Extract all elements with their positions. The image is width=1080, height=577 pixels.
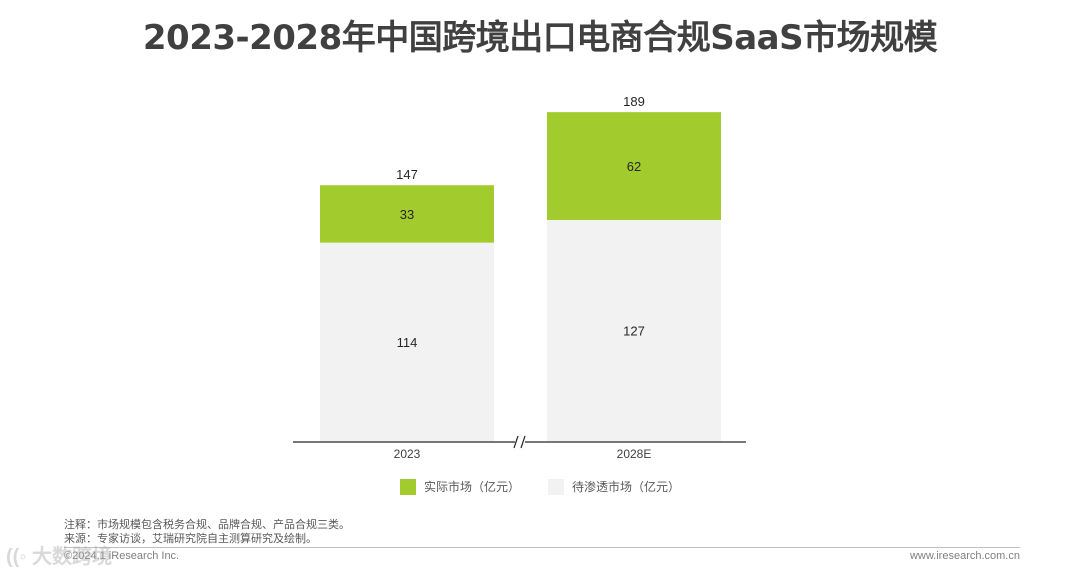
x-tick-label-2023: 2023	[394, 447, 421, 461]
bar-segment-2023-0	[320, 242, 494, 441]
legend-label-potential: 待渗透市场（亿元）	[572, 480, 681, 494]
watermark: ((◦ 大数跨境	[6, 546, 112, 568]
x-tick-label-2028E: 2028E	[617, 447, 652, 461]
data-label-2028E-1: 62	[627, 159, 641, 174]
chart-title: 2023-2028年中国跨境出口电商合规SaaS市场规模	[142, 18, 938, 58]
legend-swatch-actual	[399, 478, 416, 495]
data-label-2023-0: 114	[397, 335, 418, 350]
footer-divider	[64, 547, 1020, 548]
axis-break-mark-2	[520, 435, 526, 449]
legend-swatch-potential	[548, 478, 564, 495]
legend-item-actual: 实际市场（亿元）	[399, 478, 520, 495]
note-text: 注释：市场规模包含税务合规、品牌合规、产品合规三类。	[64, 519, 350, 531]
total-label-2023: 147	[396, 167, 418, 182]
bar-segment-2023-1	[320, 185, 494, 243]
axis-break-mark-1	[513, 435, 519, 449]
data-label-2023-1: 33	[400, 207, 414, 222]
bar-segment-2028E-1	[547, 112, 721, 221]
bar-segment-2028E-0	[547, 220, 721, 441]
website-link[interactable]: www.iresearch.com.cn	[909, 550, 1020, 562]
source-text: 来源：专家访谈，艾瑞研究院自主测算研究及绘制。	[64, 533, 317, 545]
data-label-2028E-0: 127	[623, 324, 645, 339]
legend: 实际市场（亿元） 待渗透市场（亿元）	[0, 478, 1080, 495]
copyright-text: ©2024.1 iResearch Inc.	[64, 550, 180, 562]
legend-item-potential: 待渗透市场（亿元）	[548, 478, 680, 495]
chart-notes: 注释：市场规模包含税务合规、品牌合规、产品合规三类。 来源：专家访谈，艾瑞研究院…	[64, 518, 350, 546]
legend-label-actual: 实际市场（亿元）	[423, 480, 520, 494]
total-label-2028E: 189	[623, 94, 645, 109]
